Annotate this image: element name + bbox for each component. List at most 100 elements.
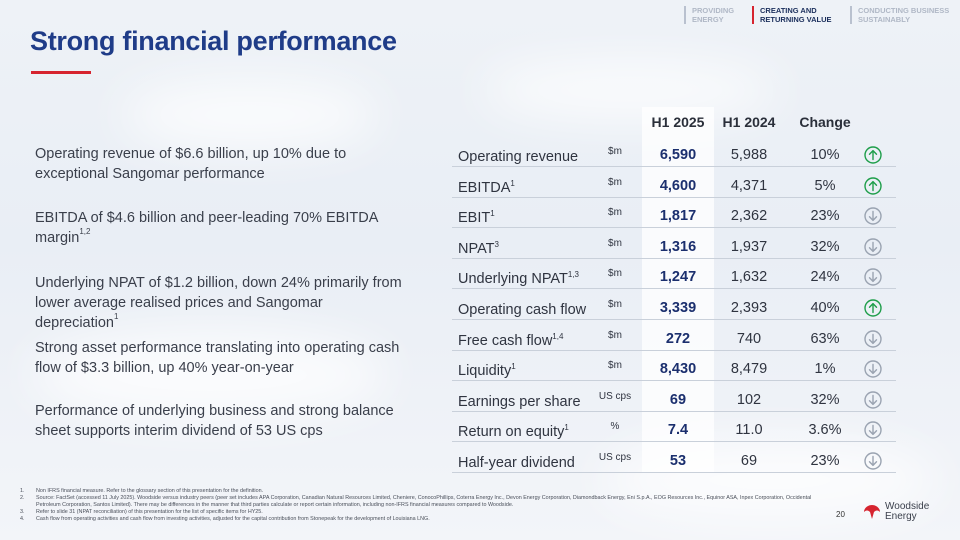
table-row: Underlying NPAT1,3 $m 1,247 1,632 24% [452,259,896,290]
value-h1-2024: 2,362 [730,208,768,225]
section-nav: PROVIDING ENERGY CREATING AND RETURNING … [684,6,960,24]
table-row: Half-year dividend US cps 53 69 23% [452,443,896,473]
highlight-text-body: Underlying NPAT of $1.2 billion, down 24… [35,275,402,331]
logo-line: Energy [885,511,917,522]
row-footnote-ref: 1,4 [552,331,564,341]
footnotes: 1. Non IFRS financial measure. Refer to t… [20,488,820,523]
value-change: 23% [810,453,840,469]
value-h1-2024: 2,393 [730,300,768,316]
value-change: 1% [814,361,836,378]
highlight-text: Underlying NPAT of $1.2 billion, down 24… [35,273,405,333]
nav-item-providing-energy[interactable]: PROVIDING ENERGY [684,6,742,24]
value-change: 23% [810,208,840,225]
value-h1-2025: 1,316 [659,238,697,255]
header-h1-2025: H1 2025 [651,114,705,130]
value-h1-2025: 272 [665,330,691,347]
row-footnote-ref: 1 [564,423,569,433]
highlight-text-body: Strong asset performance translating int… [35,340,400,376]
nav-item-label: PROVIDING ENERGY [692,6,735,24]
row-label: Half-year dividend [458,455,575,471]
value-change: 32% [810,238,840,255]
row-label: Free cash flow1,4 [458,331,564,349]
table-row: EBIT1 $m 1,817 2,362 23% [452,198,896,229]
footnote: 3. Refer to slide 31 (NPAT reconciliation… [20,509,820,516]
background-cloud [120,80,380,150]
arrow-down-icon [864,268,882,287]
footnote: 1. Non IFRS financial measure. Refer to t… [20,488,820,495]
footnote-text: Refer to slide 31 (NPAT reconciliation) … [36,509,263,515]
highlight-footnote-ref: 1 [114,312,119,321]
value-h1-2025: 1,247 [659,269,697,286]
nav-item-label: CREATING AND RETURNING VALUE [760,6,832,24]
footnote-number: 4. [20,516,25,522]
row-label: Operating cash flow [458,302,586,318]
row-footnote-ref: 1 [511,362,516,372]
value-h1-2024: 69 [740,453,758,469]
row-unit: US cps [598,452,632,463]
value-change: 10% [810,147,840,163]
value-change: 5% [814,177,836,194]
arrow-down-icon [864,238,882,256]
row-unit: $m [608,237,622,249]
row-label-text: Free cash flow [458,332,553,349]
footnote: 4. Cash flow from operating activities an… [20,516,820,523]
row-unit: $m [608,299,622,310]
row-label: Liquidity1 [458,362,516,380]
page-title: Strong financial performance [30,26,397,56]
value-h1-2025: 6,590 [659,147,697,163]
highlight-text-body: Performance of underlying business and s… [35,403,394,439]
table-row: NPAT3 $m 1,316 1,937 32% [452,229,896,259]
logo-text: Woodside Energy [885,502,929,522]
value-change: 24% [810,269,840,286]
row-label-text: EBITDA [458,179,511,196]
row-label: Operating revenue [458,149,578,165]
value-change: 3.6% [808,422,842,439]
arrow-down-icon [864,452,882,470]
highlight-text: Operating revenue of $6.6 billion, up 10… [35,144,405,184]
highlight-text: Performance of underlying business and s… [35,401,405,441]
row-label-text: EBIT [458,210,491,227]
table-row: Liquidity1 $m 8,430 8,479 1% [452,351,896,382]
footnote-number: 2. [20,495,25,501]
woodside-logo: Woodside Energy [862,502,929,522]
row-unit: $m [608,360,622,372]
header-h1-2024: H1 2024 [722,114,776,130]
highlight-footnote-ref: 1,2 [79,227,91,236]
woodside-logo-icon [864,505,880,519]
nav-item-label: CONDUCTING BUSINESS SUSTAINABLY [858,6,950,24]
value-change: 63% [810,330,840,347]
value-h1-2025: 53 [669,453,687,469]
value-h1-2024: 102 [736,391,762,408]
header-change: Change [799,114,851,130]
arrow-down-icon [864,329,882,348]
table-row: Earnings per share US cps 69 102 32% [452,382,896,412]
arrow-up-icon [864,176,882,195]
row-label-text: Half-year dividend [458,455,575,471]
table-row: Operating cash flow $m 3,339 2,393 40% [452,290,896,320]
value-h1-2024: 11.0 [735,422,763,439]
row-footnote-ref: 1 [490,209,495,219]
value-h1-2025: 1,817 [659,208,697,225]
table-row: Free cash flow1,4 $m 272 740 63% [452,321,896,351]
value-h1-2024: 740 [736,330,762,347]
footnote-text: Non IFRS financial measure. Refer to the… [36,488,264,494]
row-unit: $m [608,268,622,280]
value-h1-2025: 69 [669,391,687,408]
nav-item-creating-value[interactable]: CREATING AND RETURNING VALUE [752,6,840,24]
logo-line: Woodside [885,501,930,512]
row-label: NPAT3 [458,240,499,257]
arrow-up-icon [864,299,882,317]
row-unit: % [610,421,620,433]
nav-item-conducting-business[interactable]: CONDUCTING BUSINESS SUSTAINABLY [850,6,960,24]
value-h1-2024: 1,937 [730,238,768,255]
background-cloud [30,330,390,420]
arrow-down-icon [864,421,882,440]
row-unit: $m [608,176,622,188]
row-unit: $m [608,207,622,219]
row-label: EBIT1 [458,209,495,227]
arrow-down-icon [864,207,882,225]
row-label-text: Liquidity [458,363,512,380]
footnote-number: 3. [20,509,25,515]
value-h1-2024: 8,479 [730,361,768,378]
h1-2025-column-highlight [642,107,714,473]
